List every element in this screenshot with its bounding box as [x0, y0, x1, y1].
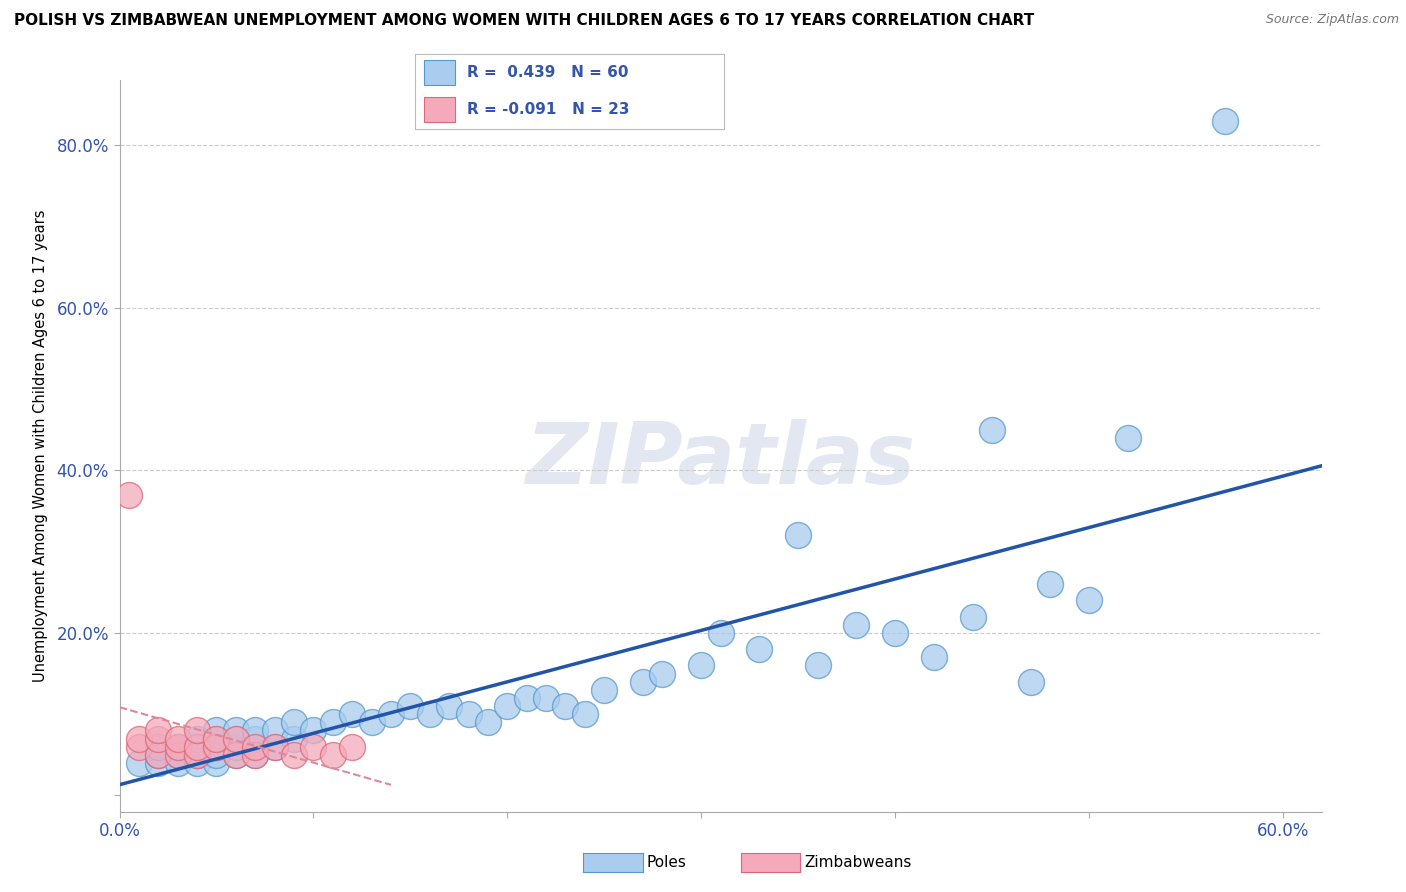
- Point: [205, 731, 228, 746]
- Point: [166, 739, 188, 754]
- Point: [245, 747, 267, 762]
- Text: ZIPatlas: ZIPatlas: [526, 419, 915, 502]
- Point: [263, 739, 285, 754]
- Point: [148, 731, 170, 746]
- Point: [593, 682, 616, 697]
- Point: [166, 739, 188, 754]
- Point: [574, 707, 596, 722]
- Point: [148, 739, 170, 754]
- Point: [437, 699, 460, 714]
- Text: Zimbabweans: Zimbabweans: [804, 855, 911, 870]
- Text: Source: ZipAtlas.com: Source: ZipAtlas.com: [1265, 13, 1399, 27]
- Point: [186, 723, 208, 738]
- Point: [128, 739, 150, 754]
- Text: R =  0.439   N = 60: R = 0.439 N = 60: [467, 65, 628, 80]
- Point: [166, 756, 188, 770]
- Point: [225, 747, 247, 762]
- Point: [225, 731, 247, 746]
- Point: [225, 739, 247, 754]
- Point: [128, 756, 150, 770]
- Point: [962, 609, 984, 624]
- Point: [263, 723, 285, 738]
- Point: [148, 723, 170, 738]
- Point: [399, 699, 422, 714]
- Point: [225, 747, 247, 762]
- Point: [148, 756, 170, 770]
- Point: [806, 658, 828, 673]
- Point: [477, 715, 499, 730]
- Point: [748, 642, 770, 657]
- Point: [419, 707, 441, 722]
- Point: [148, 747, 170, 762]
- Point: [322, 715, 344, 730]
- Point: [380, 707, 402, 722]
- Point: [690, 658, 713, 673]
- Point: [1116, 431, 1139, 445]
- Point: [245, 747, 267, 762]
- Point: [245, 731, 267, 746]
- Y-axis label: Unemployment Among Women with Children Ages 6 to 17 years: Unemployment Among Women with Children A…: [34, 210, 48, 682]
- Point: [225, 731, 247, 746]
- Text: R = -0.091   N = 23: R = -0.091 N = 23: [467, 102, 630, 117]
- FancyBboxPatch shape: [425, 61, 456, 86]
- Point: [302, 723, 325, 738]
- Point: [981, 423, 1004, 437]
- Point: [340, 707, 363, 722]
- Point: [186, 756, 208, 770]
- Point: [166, 731, 188, 746]
- Point: [225, 723, 247, 738]
- Point: [651, 666, 673, 681]
- Text: Poles: Poles: [647, 855, 686, 870]
- Point: [884, 626, 907, 640]
- Point: [205, 731, 228, 746]
- Point: [205, 747, 228, 762]
- Point: [1213, 114, 1236, 128]
- Point: [245, 739, 267, 754]
- Point: [360, 715, 382, 730]
- Point: [845, 617, 868, 632]
- Point: [709, 626, 731, 640]
- Point: [166, 747, 188, 762]
- Point: [186, 731, 208, 746]
- Point: [1019, 674, 1042, 689]
- Point: [283, 747, 305, 762]
- Point: [787, 528, 810, 542]
- Point: [118, 488, 141, 502]
- Point: [186, 739, 208, 754]
- Point: [205, 739, 228, 754]
- Point: [186, 747, 208, 762]
- Point: [205, 739, 228, 754]
- Point: [554, 699, 576, 714]
- Point: [457, 707, 479, 722]
- Point: [283, 715, 305, 730]
- Point: [516, 690, 538, 705]
- Point: [186, 747, 208, 762]
- FancyBboxPatch shape: [425, 96, 456, 122]
- Point: [631, 674, 654, 689]
- Point: [148, 747, 170, 762]
- Point: [534, 690, 557, 705]
- Point: [322, 747, 344, 762]
- Point: [283, 731, 305, 746]
- Point: [1078, 593, 1101, 607]
- Point: [263, 739, 285, 754]
- Point: [128, 731, 150, 746]
- Point: [205, 723, 228, 738]
- Point: [340, 739, 363, 754]
- Point: [302, 739, 325, 754]
- Point: [245, 723, 267, 738]
- Text: POLISH VS ZIMBABWEAN UNEMPLOYMENT AMONG WOMEN WITH CHILDREN AGES 6 TO 17 YEARS C: POLISH VS ZIMBABWEAN UNEMPLOYMENT AMONG …: [14, 13, 1035, 29]
- Point: [166, 747, 188, 762]
- Point: [922, 650, 945, 665]
- Point: [205, 756, 228, 770]
- Point: [186, 739, 208, 754]
- Point: [496, 699, 519, 714]
- Point: [1039, 577, 1062, 591]
